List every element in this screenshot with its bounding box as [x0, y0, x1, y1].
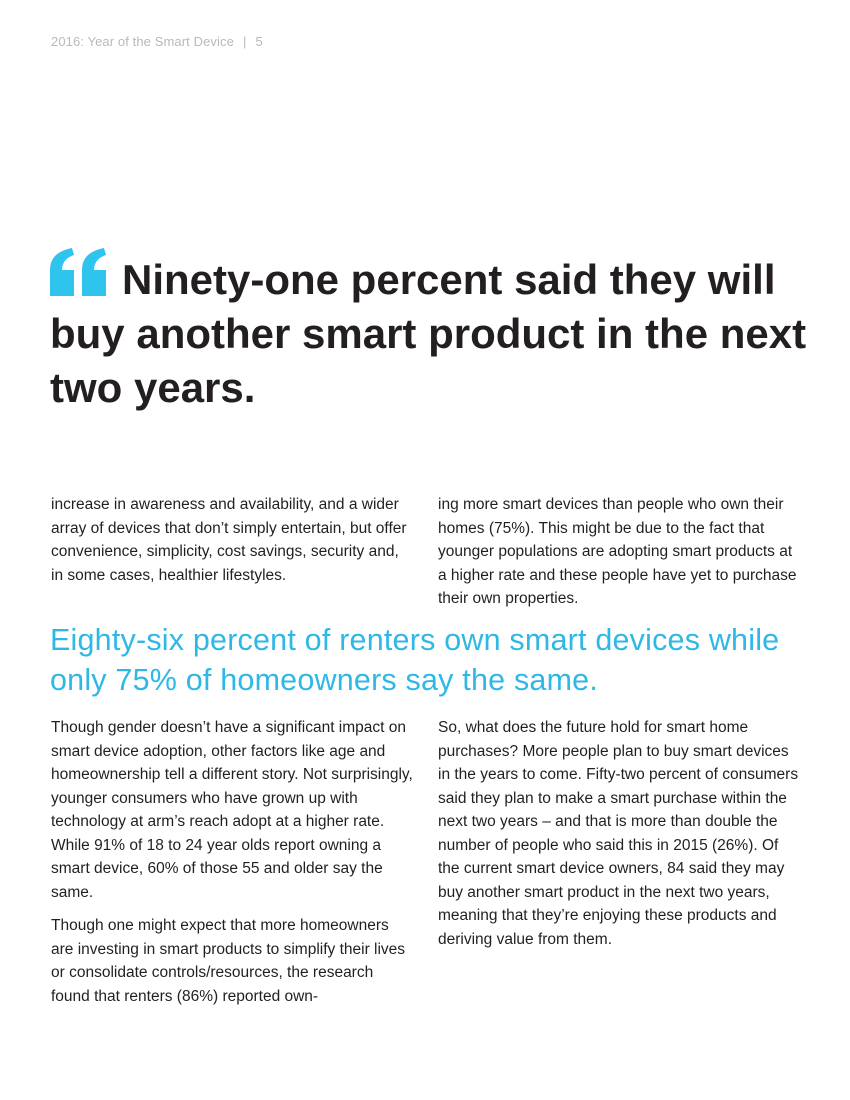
document-title: 2016: Year of the Smart Device: [51, 34, 234, 49]
paragraph: increase in awareness and availability, …: [51, 496, 407, 584]
pull-quote-text: Ninety-one percent said they will buy an…: [50, 256, 807, 411]
paragraph: ing more smart devices than people who o…: [438, 496, 797, 607]
body-column-bottom-left: Though gender doesn’t have a significant…: [51, 716, 413, 1018]
body-column-bottom-right: So, what does the future hold for smart …: [438, 716, 800, 961]
pull-quote: Ninety-one percent said they will buy an…: [50, 248, 810, 415]
paragraph: Though one might expect that more homeow…: [51, 917, 406, 1005]
running-header: 2016: Year of the Smart Device | 5: [51, 34, 263, 49]
section-subhead: Eighty-six percent of renters own smart …: [50, 623, 780, 697]
page-number: 5: [255, 34, 263, 49]
body-column-top-right: ing more smart devices than people who o…: [438, 493, 800, 621]
paragraph: Though gender doesn’t have a significant…: [51, 719, 413, 901]
body-column-top-left: increase in awareness and availability, …: [51, 493, 413, 597]
header-separator: |: [242, 34, 247, 49]
quote-mark-icon: [50, 248, 108, 298]
paragraph: So, what does the future hold for smart …: [438, 719, 799, 948]
